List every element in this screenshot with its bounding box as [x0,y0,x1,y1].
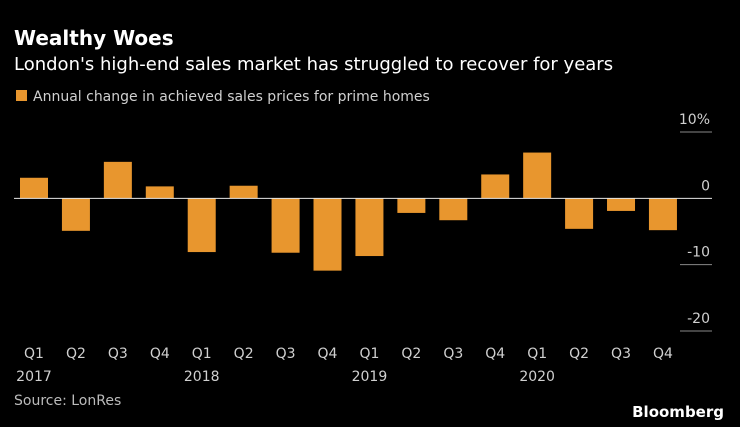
x-year-label: 2019 [352,369,388,385]
y-tick-label: -20 [687,311,710,327]
x-tick-label: Q2 [401,346,421,362]
x-tick-label: Q4 [653,346,673,362]
source: Source: LonRes [14,393,121,409]
y-tick-label: -10 [687,245,710,261]
x-year-label: 2017 [16,369,52,385]
x-tick-label: Q1 [527,346,547,362]
brand: Bloomberg [632,403,724,421]
x-tick-label: Q1 [359,346,379,362]
x-tick-label: Q3 [276,346,296,362]
x-tick-label: Q2 [66,346,86,362]
bar [61,198,90,231]
bar [20,177,48,199]
bar [187,198,216,253]
x-tick-label: Q2 [234,346,254,362]
bar [103,161,132,199]
bar [229,185,258,199]
chart-title: Wealthy Woes [14,26,174,50]
bar [481,174,510,199]
y-tick-label: 10% [679,112,710,128]
x-tick-label: Q4 [485,346,505,362]
bar [565,198,594,229]
x-tick-label: Q2 [569,346,589,362]
bar [607,198,636,211]
legend-swatch [16,90,27,101]
x-tick-label: Q4 [318,346,338,362]
x-year-label: 2018 [184,369,220,385]
x-tick-label: Q1 [192,346,212,362]
x-tick-label: Q3 [611,346,631,362]
bar [313,198,342,271]
bar [648,198,677,231]
x-tick-label: Q1 [24,346,44,362]
bar [523,152,552,199]
chart-subtitle: London's high-end sales market has strug… [14,54,613,75]
x-tick-label: Q3 [108,346,128,362]
x-tick-label: Q3 [443,346,463,362]
y-tick-label: 0 [701,178,710,194]
bar [145,186,174,199]
x-tick-label: Q4 [150,346,170,362]
bar [439,198,468,221]
legend-label: Annual change in achieved sales prices f… [33,89,430,105]
bar [271,198,300,253]
bar [397,198,426,213]
bar [355,198,384,257]
x-year-label: 2020 [519,369,555,385]
